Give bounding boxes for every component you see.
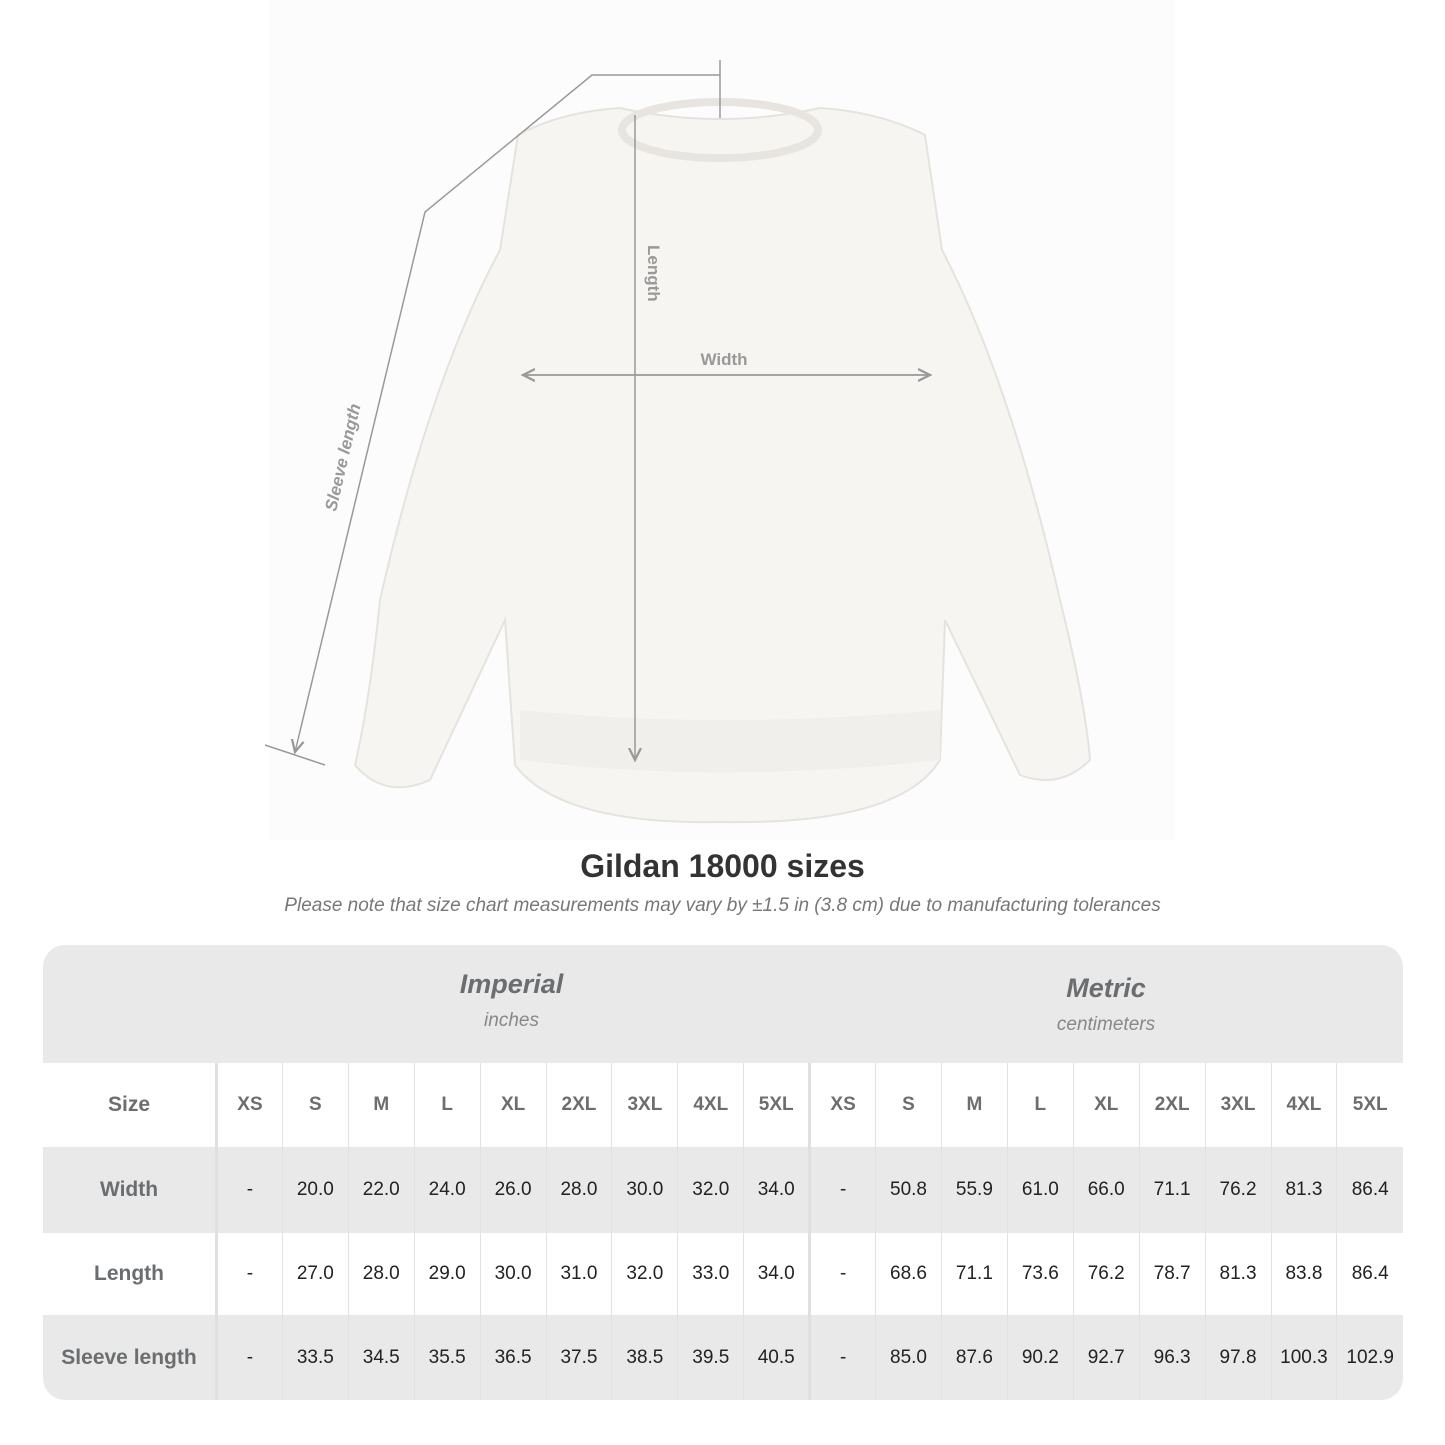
- imperial-value: 27.0: [281, 1233, 349, 1315]
- metric-value: 92.7: [1072, 1315, 1140, 1400]
- metric-value: 86.4: [1336, 1147, 1403, 1233]
- tolerance-note: Please note that size chart measurements…: [284, 895, 1161, 916]
- metric-header: Metric centimeters: [809, 973, 1403, 1036]
- imperial-value: 37.5: [545, 1315, 612, 1400]
- metric-size-L: L: [1006, 1063, 1074, 1147]
- sleeve-arrow: [295, 74, 720, 752]
- metric-value: 86.4: [1336, 1233, 1403, 1315]
- imperial-value: 24.0: [413, 1147, 481, 1233]
- metric-value: 76.2: [1204, 1147, 1271, 1233]
- imperial-value: 34.5: [347, 1315, 415, 1400]
- metric-size-3XL: 3XL: [1204, 1063, 1271, 1147]
- imperial-value: 40.5: [743, 1315, 810, 1400]
- metric-size-S: S: [875, 1063, 942, 1147]
- metric-value: 71.1: [1138, 1147, 1206, 1233]
- metric-unit: centimeters: [1056, 1014, 1156, 1035]
- metric-value: 87.6: [940, 1315, 1008, 1400]
- row-label: Width: [43, 1147, 218, 1233]
- imperial-value: 30.0: [479, 1233, 547, 1315]
- imperial-value: 38.5: [611, 1315, 678, 1400]
- imperial-size-2XL: 2XL: [545, 1063, 612, 1147]
- imperial-value: 29.0: [413, 1233, 481, 1315]
- size-table-card: Imperial inches Metric centimeters Size X…: [43, 945, 1403, 1400]
- imperial-value: 39.5: [677, 1315, 744, 1400]
- metric-value: 73.6: [1006, 1233, 1074, 1315]
- imperial-size-S: S: [281, 1063, 349, 1147]
- imperial-size-XS: XS: [216, 1063, 283, 1147]
- imperial-size-3XL: 3XL: [611, 1063, 678, 1147]
- imperial-value: 33.5: [281, 1315, 349, 1400]
- chart-title: Gildan 18000 sizes: [580, 848, 865, 884]
- imperial-value: 33.0: [677, 1233, 744, 1315]
- table-header-band: Imperial inches Metric centimeters: [43, 945, 1403, 1063]
- imperial-value: 32.0: [677, 1147, 744, 1233]
- metric-value: 102.9: [1336, 1315, 1403, 1400]
- metric-title: Metric: [1066, 973, 1146, 1003]
- metric-value: 81.3: [1270, 1147, 1337, 1233]
- metric-value: 61.0: [1006, 1147, 1074, 1233]
- imperial-value: -: [216, 1315, 283, 1400]
- imperial-value: -: [216, 1233, 283, 1315]
- metric-size-2XL: 2XL: [1138, 1063, 1206, 1147]
- row-label: Length: [43, 1233, 218, 1315]
- size-label: Size: [43, 1063, 218, 1147]
- metric-value: 55.9: [940, 1147, 1008, 1233]
- imperial-value: 35.5: [413, 1315, 481, 1400]
- metric-value: 100.3: [1270, 1315, 1337, 1400]
- row-label: Sleeve length: [43, 1315, 218, 1400]
- metric-value: -: [808, 1233, 876, 1315]
- size-header-row: Size XS S M L XL 2XL 3XL 4XL 5XL XS S M L XL 2XL 3XL 4XL 5…: [43, 1063, 1403, 1147]
- metric-value: -: [808, 1147, 876, 1233]
- metric-value: 76.2: [1072, 1233, 1140, 1315]
- metric-size-M: M: [940, 1063, 1008, 1147]
- imperial-value: -: [216, 1147, 283, 1233]
- imperial-title: Imperial: [459, 969, 564, 999]
- imperial-size-L: L: [413, 1063, 481, 1147]
- imperial-size-M: M: [347, 1063, 415, 1147]
- metric-value: 66.0: [1072, 1147, 1140, 1233]
- metric-size-4XL: 4XL: [1270, 1063, 1337, 1147]
- metric-value: 81.3: [1204, 1233, 1271, 1315]
- table-row: Sleeve length -33.5 34.5 35.5 36.5 37.5 38.5 39…: [43, 1315, 1403, 1400]
- metric-value: 97.8: [1204, 1315, 1271, 1400]
- metric-value: 71.1: [940, 1233, 1008, 1315]
- imperial-value: 34.0: [743, 1233, 810, 1315]
- metric-value: 96.3: [1138, 1315, 1206, 1400]
- metric-value: 90.2: [1006, 1315, 1074, 1400]
- metric-size-XS: XS: [808, 1063, 876, 1147]
- metric-value: 78.7: [1138, 1233, 1206, 1315]
- imperial-header: Imperial inches: [215, 969, 808, 1032]
- imperial-value: 31.0: [545, 1233, 612, 1315]
- imperial-value: 22.0: [347, 1147, 415, 1233]
- metric-value: 68.6: [875, 1233, 942, 1315]
- sweatshirt-image: [353, 98, 1092, 824]
- metric-size-XL: XL: [1072, 1063, 1140, 1147]
- imperial-size-5XL: 5XL: [743, 1063, 810, 1147]
- sweatshirt-measurement-diagram: Length Width Sleeve length: [264, 60, 1092, 824]
- imperial-value: 28.0: [545, 1147, 612, 1233]
- imperial-value: 32.0: [611, 1233, 678, 1315]
- imperial-size-XL: XL: [479, 1063, 547, 1147]
- table-row: Length -27.0 28.0 29.0 30.0 31.0 32.0 33.0 34.0-…: [43, 1233, 1403, 1315]
- imperial-value: 34.0: [743, 1147, 810, 1233]
- metric-value: 83.8: [1270, 1233, 1337, 1315]
- imperial-value: 36.5: [479, 1315, 547, 1400]
- width-label: Width: [700, 350, 747, 369]
- imperial-value: 28.0: [347, 1233, 415, 1315]
- imperial-unit: inches: [484, 1010, 539, 1031]
- metric-value: 50.8: [875, 1147, 942, 1233]
- metric-size-5XL: 5XL: [1336, 1063, 1403, 1147]
- imperial-value: 30.0: [611, 1147, 678, 1233]
- metric-value: 85.0: [875, 1315, 942, 1400]
- imperial-size-4XL: 4XL: [677, 1063, 744, 1147]
- length-label: Length: [644, 245, 663, 302]
- table-row: Width -20.0 22.0 24.0 26.0 28.0 30.0 32.0 34.0-5…: [43, 1147, 1403, 1233]
- imperial-value: 26.0: [479, 1147, 547, 1233]
- imperial-value: 20.0: [281, 1147, 349, 1233]
- size-table: Size XS S M L XL 2XL 3XL 4XL 5XL XS S M L XL 2XL 3XL 4XL 5…: [43, 1063, 1403, 1400]
- metric-value: -: [808, 1315, 876, 1400]
